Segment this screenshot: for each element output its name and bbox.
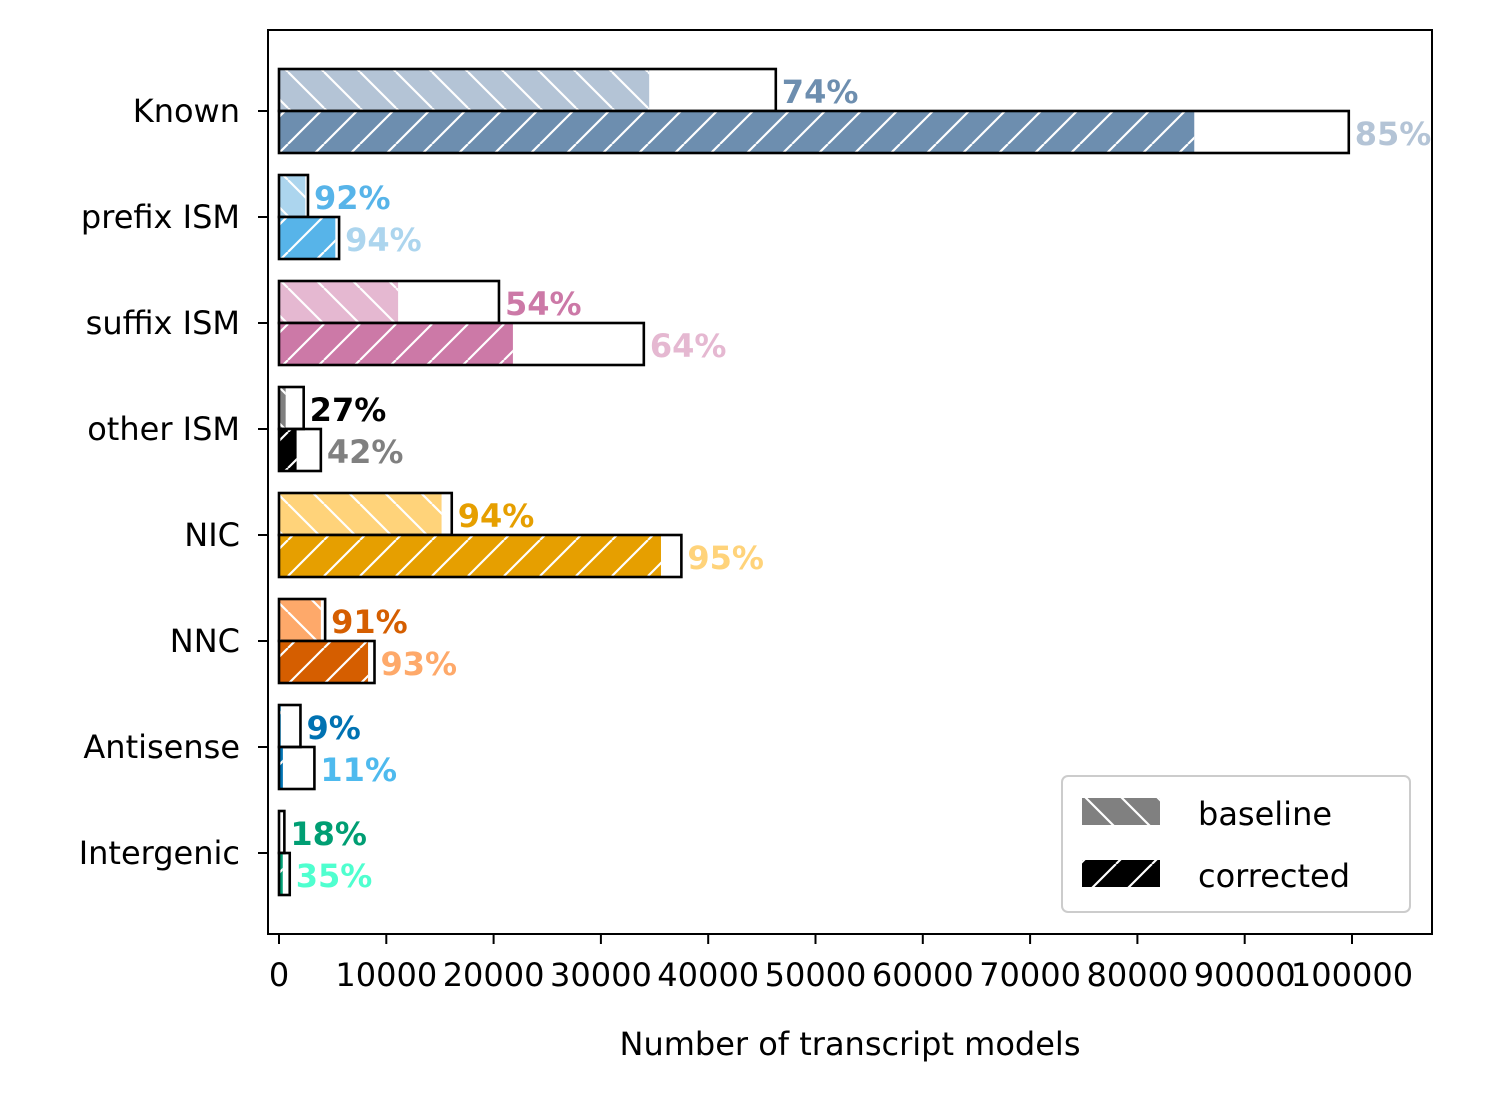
- x-tick-label-50000: 50000: [765, 956, 867, 994]
- bar-total-outline-corrected-nnc: [277, 639, 376, 685]
- bar-hatch-corrected-suffix-ism: [279, 323, 513, 365]
- pct-label-baseline-nic: 94%: [458, 497, 535, 535]
- bar-hatch-corrected-intergenic: [279, 853, 283, 895]
- bar-hatch-corrected-prefix-ism: [279, 217, 336, 259]
- pct-label-baseline-nnc: 91%: [331, 603, 408, 641]
- bar-hatch-baseline-known: [279, 69, 650, 111]
- x-tick-label-70000: 70000: [979, 956, 1081, 994]
- bar-hatch-baseline-suffix-ism: [279, 281, 399, 323]
- bar-total-outline-corrected-suffix-ism: [277, 321, 646, 367]
- x-tick-label-30000: 30000: [550, 956, 652, 994]
- bar-total-outline-corrected-known: [277, 109, 1351, 155]
- pct-label-corrected-known: 85%: [1355, 115, 1432, 153]
- bars-layer: [277, 67, 1351, 897]
- x-axis: 0 10000 20000 30000 40000 50000 60000 70000 8000…: [269, 934, 1413, 994]
- y-tick-label-prefix-ism: prefix ISM: [81, 198, 240, 236]
- y-tick-label-suffix-ism: suffix ISM: [86, 304, 240, 342]
- x-tick-label-10000: 10000: [335, 956, 437, 994]
- x-tick-label-90000: 90000: [1194, 956, 1296, 994]
- bar-total-outline-baseline-intergenic: [277, 809, 286, 855]
- pct-label-baseline-intergenic: 18%: [290, 815, 367, 853]
- x-tick-label-40000: 40000: [657, 956, 759, 994]
- legend-swatch-baseline-hatch: [1082, 798, 1160, 825]
- pct-label-corrected-other-ism: 42%: [327, 433, 404, 471]
- bar-total-outline-corrected-other-ism: [277, 427, 323, 473]
- pct-label-corrected-intergenic: 35%: [296, 857, 373, 895]
- legend-label-corrected: corrected: [1198, 857, 1350, 895]
- percent-labels-layer: 74% 85% 92% 94% 54% 64% 27% 42% 94% 95% 91% 93% 9% 11…: [290, 73, 1431, 895]
- bar-total-outline-corrected-antisense: [277, 745, 316, 791]
- y-tick-label-known: Known: [133, 92, 240, 130]
- pct-label-corrected-nnc: 93%: [380, 645, 457, 683]
- bar-hatch-baseline-prefix-ism: [279, 175, 306, 217]
- bar-hatch-corrected-known: [279, 111, 1195, 153]
- y-tick-label-other-ism: other ISM: [87, 410, 240, 448]
- bar-total-outline-corrected-prefix-ism: [277, 215, 341, 261]
- legend-swatch-corrected-hatch: [1082, 860, 1160, 887]
- bar-hatch-corrected-nnc: [279, 641, 369, 683]
- pct-label-baseline-other-ism: 27%: [310, 391, 387, 429]
- x-axis-title: Number of transcript models: [620, 1025, 1081, 1063]
- plot-frame: [267, 29, 1433, 935]
- x-tick-label-60000: 60000: [872, 956, 974, 994]
- bar-hatch-corrected-other-ism: [279, 429, 297, 471]
- x-tick-label-80000: 80000: [1087, 956, 1189, 994]
- pct-label-corrected-prefix-ism: 94%: [345, 221, 422, 259]
- pct-label-baseline-suffix-ism: 54%: [505, 285, 582, 323]
- bar-total-outline-corrected-intergenic: [277, 851, 292, 897]
- pct-label-baseline-prefix-ism: 92%: [314, 179, 391, 217]
- bar-hatch-baseline-other-ism: [279, 387, 286, 429]
- pct-label-corrected-nic: 95%: [687, 539, 764, 577]
- bar-hatch-corrected-antisense: [279, 747, 283, 789]
- bar-hatch-baseline-nnc: [279, 599, 321, 641]
- x-tick-label-0: 0: [269, 956, 289, 994]
- legend-label-baseline: baseline: [1198, 795, 1332, 833]
- bar-total-outline-baseline-antisense: [277, 703, 302, 749]
- x-tick-label-20000: 20000: [443, 956, 545, 994]
- legend: baseline corrected: [1061, 775, 1411, 913]
- pct-label-baseline-known: 74%: [782, 73, 859, 111]
- bar-hatch-corrected-nic: [279, 535, 661, 577]
- pct-label-corrected-suffix-ism: 64%: [650, 327, 727, 365]
- bar-hatch-baseline-nic: [279, 493, 442, 535]
- y-tick-label-nic: NIC: [184, 516, 240, 554]
- pct-label-baseline-antisense: 9%: [306, 709, 360, 747]
- bar-total-outline-corrected-nic: [277, 533, 683, 579]
- y-tick-label-antisense: Antisense: [83, 728, 240, 766]
- y-tick-label-intergenic: Intergenic: [79, 834, 240, 872]
- pct-label-corrected-antisense: 11%: [320, 751, 397, 789]
- y-tick-label-nnc: NNC: [170, 622, 240, 660]
- y-axis: Known prefix ISM suffix ISM other ISM NIC NNC…: [79, 92, 268, 872]
- x-tick-label-100000: 100000: [1291, 956, 1413, 994]
